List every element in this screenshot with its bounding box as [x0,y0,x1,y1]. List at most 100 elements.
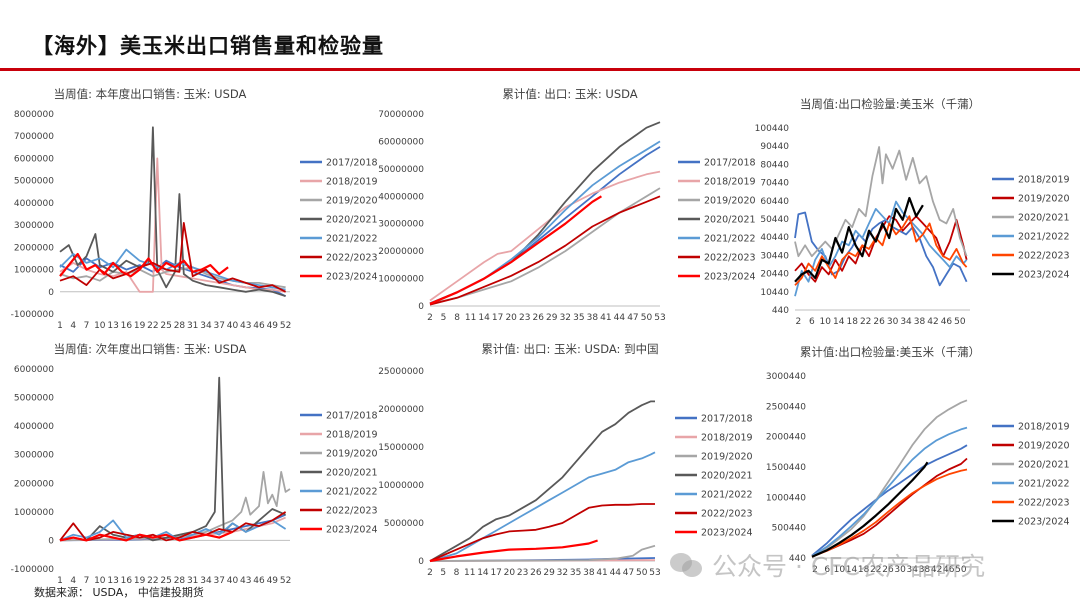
x-tick-label: 43 [240,576,251,586]
x-tick-label: 16 [121,576,133,586]
x-tick-label: 5 [440,568,446,578]
x-tick-label: 6 [809,317,815,327]
chart-svg-c2: 累计值: 出口: 玉米: USDA 0 10000000 20000000 300000… [378,87,755,323]
y-tick-label: 440 [789,554,806,564]
x-tick-label: 49 [267,576,279,586]
legend-label: 2019/2020 [1018,441,1070,452]
y-tick-label: 30000000 [378,220,424,230]
legend-label: 2019/2020 [1018,194,1070,205]
x-tick-label: 42 [927,317,938,327]
series-line-2021-2022 [59,248,286,291]
x-tick-label: 18 [846,317,858,327]
x-tick-label: 23 [517,568,528,578]
chart-title: 当周值: 次年度出口销售: 玉米: USDA [54,342,247,356]
series-line-2022-2023 [59,221,287,293]
x-tick-label: 32 [557,568,568,578]
x-tick-label: 34 [200,576,212,586]
x-tick-label: 30 [887,317,899,327]
chart-svg-c3: 当周值:出口检验量:美玉米（千蒲） 440 10440 20440 30440 40440… [755,97,1070,327]
legend-label: 2017/2018 [701,414,753,425]
legend-label: 2018/2019 [326,177,378,188]
x-tick-label: 42 [931,565,942,575]
series-line-2020-2021 [811,399,968,557]
y-tick-label: 6000000 [14,154,54,164]
legend-label: 2021/2022 [326,234,378,245]
legend-label: 2019/2020 [704,196,756,207]
legend-item: 2018/2019 [675,433,753,444]
y-tick-label: 1000000 [14,266,54,276]
x-tick-label: 10 [834,565,846,575]
legend-label: 2017/2018 [326,411,378,422]
x-tick-label: 26 [882,565,894,575]
y-tick-label: 15000000 [378,443,424,453]
y-tick-label: 10000000 [378,275,424,285]
x-tick-label: 52 [280,576,291,586]
y-tick-label: -1000000 [11,565,55,575]
legend-label: 2019/2020 [326,196,378,207]
x-tick-label: 28 [174,576,186,586]
y-tick-label: 70000000 [378,110,424,120]
legend-label: 2021/2022 [701,490,753,501]
y-tick-label: 0 [418,557,424,567]
legend-label: 2022/2023 [1018,498,1070,509]
series-line-2023-2024 [59,530,233,542]
title-rule [0,68,1080,71]
legend-item: 2017/2018 [300,411,378,422]
y-tick-label: 5000000 [14,394,54,404]
y-tick-label: 500440 [772,524,807,534]
legend-item: 2020/2021 [992,213,1070,224]
x-tick-label: 25 [160,321,171,331]
legend-item: 2018/2019 [300,430,378,441]
x-tick-label: 50 [641,313,653,323]
x-tick-label: 37 [214,576,225,586]
legend-item: 2022/2023 [300,506,378,517]
wechat-icon [670,551,704,579]
x-tick-label: 10 [94,321,106,331]
y-tick-label: 40000000 [378,192,424,202]
series-line-2018-2019 [811,444,968,557]
x-tick-label: 46 [941,317,953,327]
legend-item: 2020/2021 [675,471,753,482]
y-tick-label: 20440 [760,270,789,280]
x-tick-label: 38 [587,313,599,323]
x-tick-label: 31 [187,321,198,331]
chart-title: 累计值: 出口: 玉米: USDA: 到中国 [481,342,658,356]
x-tick-label: 25 [160,576,171,586]
x-tick-label: 2 [427,313,433,323]
y-tick-label: 20000000 [378,247,424,257]
chart-svg-c4: 当周值: 次年度出口销售: 玉米: USDA -1000000 0 1000000 20… [11,342,378,586]
legend-label: 2018/2019 [1018,175,1070,186]
series-line-2019-2020 [794,215,968,283]
legend-item: 2019/2020 [678,196,756,207]
x-tick-label: 20 [504,568,516,578]
series-line-2022-2023 [429,503,655,562]
x-tick-label: 14 [478,313,490,323]
x-tick-label: 30 [894,565,906,575]
legend-label: 2020/2021 [326,468,378,479]
legend-item: 2019/2020 [300,449,378,460]
x-tick-label: 7 [84,576,90,586]
x-tick-label: 8 [454,313,460,323]
source-note: 数据来源： USDA， 中信建投期货 [34,586,204,599]
x-tick-label: 38 [583,568,595,578]
series-line-2020-2021 [59,376,286,542]
series-line-2023-2024 [59,252,229,278]
y-tick-label: 5000000 [384,519,424,529]
chart-cumulative-exports: 累计值: 出口: 玉米: USDA 0 10000000 20000000 300000… [375,82,755,332]
x-tick-label: 19 [134,576,146,586]
chart-cumulative-inspections: 累计值:出口检验量:美玉米（千蒲） 440 500440 1000440 1500440… [740,340,1070,580]
series-line-2021-2022 [59,519,287,542]
legend-item: 2018/2019 [992,175,1070,186]
x-tick-label: 40 [227,576,239,586]
x-tick-label: 41 [600,313,611,323]
x-tick-label: 7 [84,321,90,331]
y-tick-label: 25000000 [378,367,424,377]
x-tick-label: 50 [955,565,967,575]
x-tick-label: 11 [464,568,475,578]
legend-item: 2021/2022 [300,487,378,498]
chart-svg-c5: 累计值: 出口: 玉米: USDA: 到中国 0 5000000 10000000 15… [378,342,752,578]
x-tick-label: 11 [465,313,476,323]
y-tick-label: 100440 [755,124,790,134]
x-tick-label: 31 [187,576,198,586]
series-line-2021-2022 [794,200,968,297]
